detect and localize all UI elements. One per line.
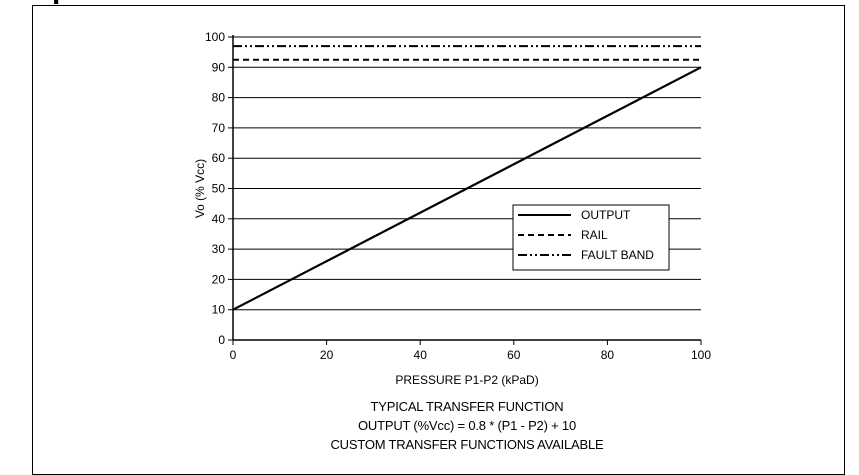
caption-note: CUSTOM TRANSFER FUNCTIONS AVAILABLE (330, 437, 604, 452)
x-tick-label-40: 40 (414, 348, 428, 362)
caption-formula: OUTPUT (%Vcc) = 0.8 * (P1 - P2) + 10 (358, 418, 576, 433)
caption-title: TYPICAL TRANSFER FUNCTION (370, 399, 564, 414)
y-tick-label-100: 100 (205, 30, 225, 44)
y-tick-label-50: 50 (212, 182, 226, 196)
y-tick-label-40: 40 (212, 212, 226, 226)
legend-label-output: OUTPUT (581, 208, 631, 222)
y-tick-label-70: 70 (212, 121, 226, 135)
section-heading-fragment: p (52, 0, 70, 4)
x-tick-label-100: 100 (691, 348, 711, 362)
legend: OUTPUT RAIL FAULT BAND (512, 204, 670, 271)
x-axis-title: PRESSURE P1-P2 (kPaD) (395, 373, 538, 387)
legend-label-fault-band: FAULT BAND (581, 248, 654, 262)
x-tick-label-20: 20 (320, 348, 334, 362)
y-tick-label-60: 60 (212, 151, 226, 165)
y-tick-label-20: 20 (212, 272, 226, 286)
x-tick-label-0: 0 (230, 348, 237, 362)
series-layer (232, 45, 702, 311)
x-tick-label-60: 60 (507, 348, 521, 362)
legend-label-rail: RAIL (581, 228, 608, 242)
y-tick-label-0: 0 (218, 333, 225, 347)
axis-layer: 0 10 20 30 40 50 60 70 80 90 100 0 20 40 60 80 100 PRESSU… (193, 30, 711, 387)
y-tick-label-80: 80 (212, 91, 226, 105)
y-tick-label-30: 30 (212, 242, 226, 256)
x-tick-label-80: 80 (601, 348, 615, 362)
series-line-output (232, 66, 702, 311)
y-axis-title: Vo (% Vcc) (193, 159, 207, 218)
y-tick-label-10: 10 (212, 303, 226, 317)
y-tick-label-90: 90 (212, 60, 226, 74)
